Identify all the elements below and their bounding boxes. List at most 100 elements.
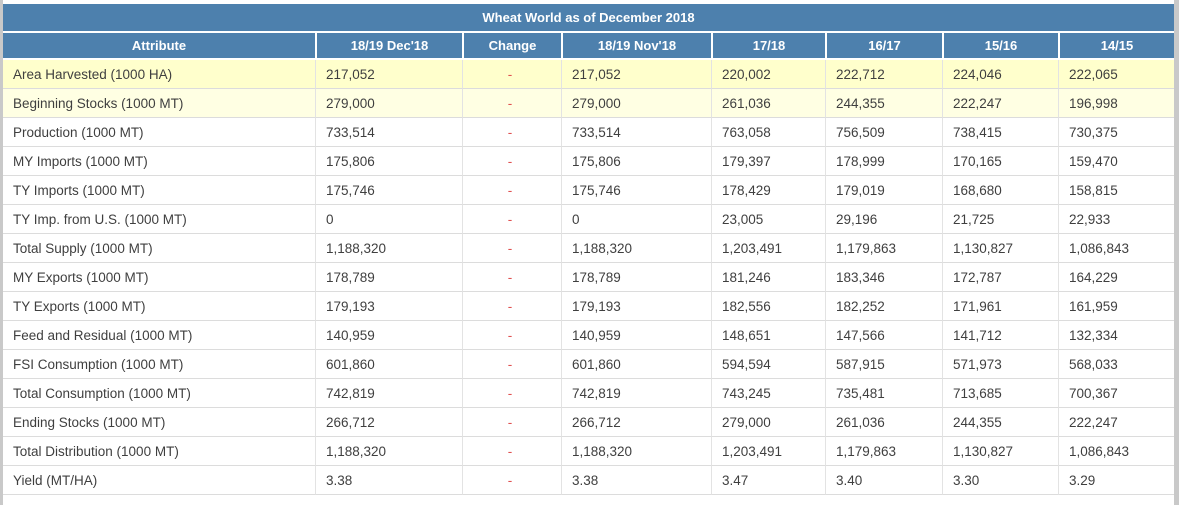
cell-value: 279,000 [561, 89, 711, 118]
table-row: Total Consumption (1000 MT) 742,819-742,8… [3, 379, 1174, 408]
cell-value: 141,712 [942, 321, 1058, 350]
cell-change: - [462, 60, 561, 89]
cell-value: 1,188,320 [315, 437, 462, 466]
column-header: 15/16 [942, 33, 1058, 60]
cell-value: 140,959 [315, 321, 462, 350]
cell-value: 3.40 [825, 466, 942, 495]
cell-value: 222,065 [1058, 60, 1174, 89]
cell-attribute: TY Exports (1000 MT) [3, 292, 315, 321]
table-row: Total Supply (1000 MT) 1,188,320-1,188,32… [3, 234, 1174, 263]
cell-attribute: Production (1000 MT) [3, 118, 315, 147]
cell-value: 1,130,827 [942, 437, 1058, 466]
cell-value: 21,725 [942, 205, 1058, 234]
cell-value: 3.38 [561, 466, 711, 495]
cell-change: - [462, 437, 561, 466]
cell-value: 175,746 [561, 176, 711, 205]
cell-value: 161,959 [1058, 292, 1174, 321]
cell-value: 1,188,320 [315, 234, 462, 263]
cell-change: - [462, 176, 561, 205]
table-row: TY Exports (1000 MT) 179,193-179,193 182,5… [3, 292, 1174, 321]
cell-value: 178,789 [315, 263, 462, 292]
cell-change: - [462, 118, 561, 147]
cell-value: 0 [315, 205, 462, 234]
cell-value: 22,933 [1058, 205, 1174, 234]
cell-change: - [462, 321, 561, 350]
report-title: Wheat World as of December 2018 [3, 4, 1174, 31]
table-row: Production (1000 MT) 733,514-733,514 763,0… [3, 118, 1174, 147]
cell-attribute: Feed and Residual (1000 MT) [3, 321, 315, 350]
cell-change: - [462, 350, 561, 379]
cell-value: 733,514 [315, 118, 462, 147]
table-row: Feed and Residual (1000 MT) 140,959-140,9… [3, 321, 1174, 350]
cell-value: 1,188,320 [561, 437, 711, 466]
cell-value: 730,375 [1058, 118, 1174, 147]
cell-value: 601,860 [561, 350, 711, 379]
cell-value: 568,033 [1058, 350, 1174, 379]
cell-value: 164,229 [1058, 263, 1174, 292]
column-header: 16/17 [825, 33, 942, 60]
cell-value: 168,680 [942, 176, 1058, 205]
cell-value: 1,179,863 [825, 234, 942, 263]
cell-value: 183,346 [825, 263, 942, 292]
cell-value: 700,367 [1058, 379, 1174, 408]
cell-value: 279,000 [315, 89, 462, 118]
cell-value: 29,196 [825, 205, 942, 234]
table-row: Beginning Stocks (1000 MT) 279,000-279,00… [3, 89, 1174, 118]
cell-value: 158,815 [1058, 176, 1174, 205]
cell-value: 181,246 [711, 263, 825, 292]
cell-value: 279,000 [711, 408, 825, 437]
cell-value: 175,806 [315, 147, 462, 176]
column-header: 17/18 [711, 33, 825, 60]
cell-value: 175,806 [561, 147, 711, 176]
cell-value: 763,058 [711, 118, 825, 147]
cell-value: 171,961 [942, 292, 1058, 321]
table-body: Area Harvested (1000 HA) 217,052-217,052 2… [3, 60, 1174, 495]
cell-value: 179,019 [825, 176, 942, 205]
cell-value: 244,355 [825, 89, 942, 118]
cell-change: - [462, 292, 561, 321]
cell-value: 217,052 [561, 60, 711, 89]
cell-value: 1,179,863 [825, 437, 942, 466]
cell-value: 1,130,827 [942, 234, 1058, 263]
cell-attribute: FSI Consumption (1000 MT) [3, 350, 315, 379]
cell-value: 196,998 [1058, 89, 1174, 118]
cell-value: 1,203,491 [711, 437, 825, 466]
cell-value: 266,712 [561, 408, 711, 437]
cell-value: 182,556 [711, 292, 825, 321]
header-row: Attribute 18/19 Dec'18 Change 18/19 Nov'18 1… [3, 33, 1174, 60]
cell-change: - [462, 263, 561, 292]
cell-attribute: Yield (MT/HA) [3, 466, 315, 495]
cell-value: 147,566 [825, 321, 942, 350]
column-header: Change [462, 33, 561, 60]
table-row: FSI Consumption (1000 MT) 601,860-601,860… [3, 350, 1174, 379]
cell-value: 1,203,491 [711, 234, 825, 263]
cell-value: 3.30 [942, 466, 1058, 495]
cell-value: 222,247 [942, 89, 1058, 118]
cell-change: - [462, 89, 561, 118]
cell-change: - [462, 379, 561, 408]
cell-value: 743,245 [711, 379, 825, 408]
cell-value: 222,247 [1058, 408, 1174, 437]
right-page-border [1174, 0, 1179, 505]
cell-value: 742,819 [315, 379, 462, 408]
cell-value: 178,789 [561, 263, 711, 292]
cell-attribute: MY Exports (1000 MT) [3, 263, 315, 292]
cell-value: 266,712 [315, 408, 462, 437]
cell-attribute: Beginning Stocks (1000 MT) [3, 89, 315, 118]
cell-attribute: Total Supply (1000 MT) [3, 234, 315, 263]
cell-change: - [462, 234, 561, 263]
cell-value: 172,787 [942, 263, 1058, 292]
cell-value: 179,193 [561, 292, 711, 321]
cell-value: 594,594 [711, 350, 825, 379]
cell-value: 178,429 [711, 176, 825, 205]
cell-value: 140,959 [561, 321, 711, 350]
cell-value: 170,165 [942, 147, 1058, 176]
cell-attribute: Total Consumption (1000 MT) [3, 379, 315, 408]
cell-value: 132,334 [1058, 321, 1174, 350]
cell-value: 1,188,320 [561, 234, 711, 263]
cell-value: 220,002 [711, 60, 825, 89]
cell-value: 601,860 [315, 350, 462, 379]
cell-value: 222,712 [825, 60, 942, 89]
table-row: Total Distribution (1000 MT) 1,188,320-1,… [3, 437, 1174, 466]
table-row: MY Imports (1000 MT) 175,806-175,806 179,3… [3, 147, 1174, 176]
